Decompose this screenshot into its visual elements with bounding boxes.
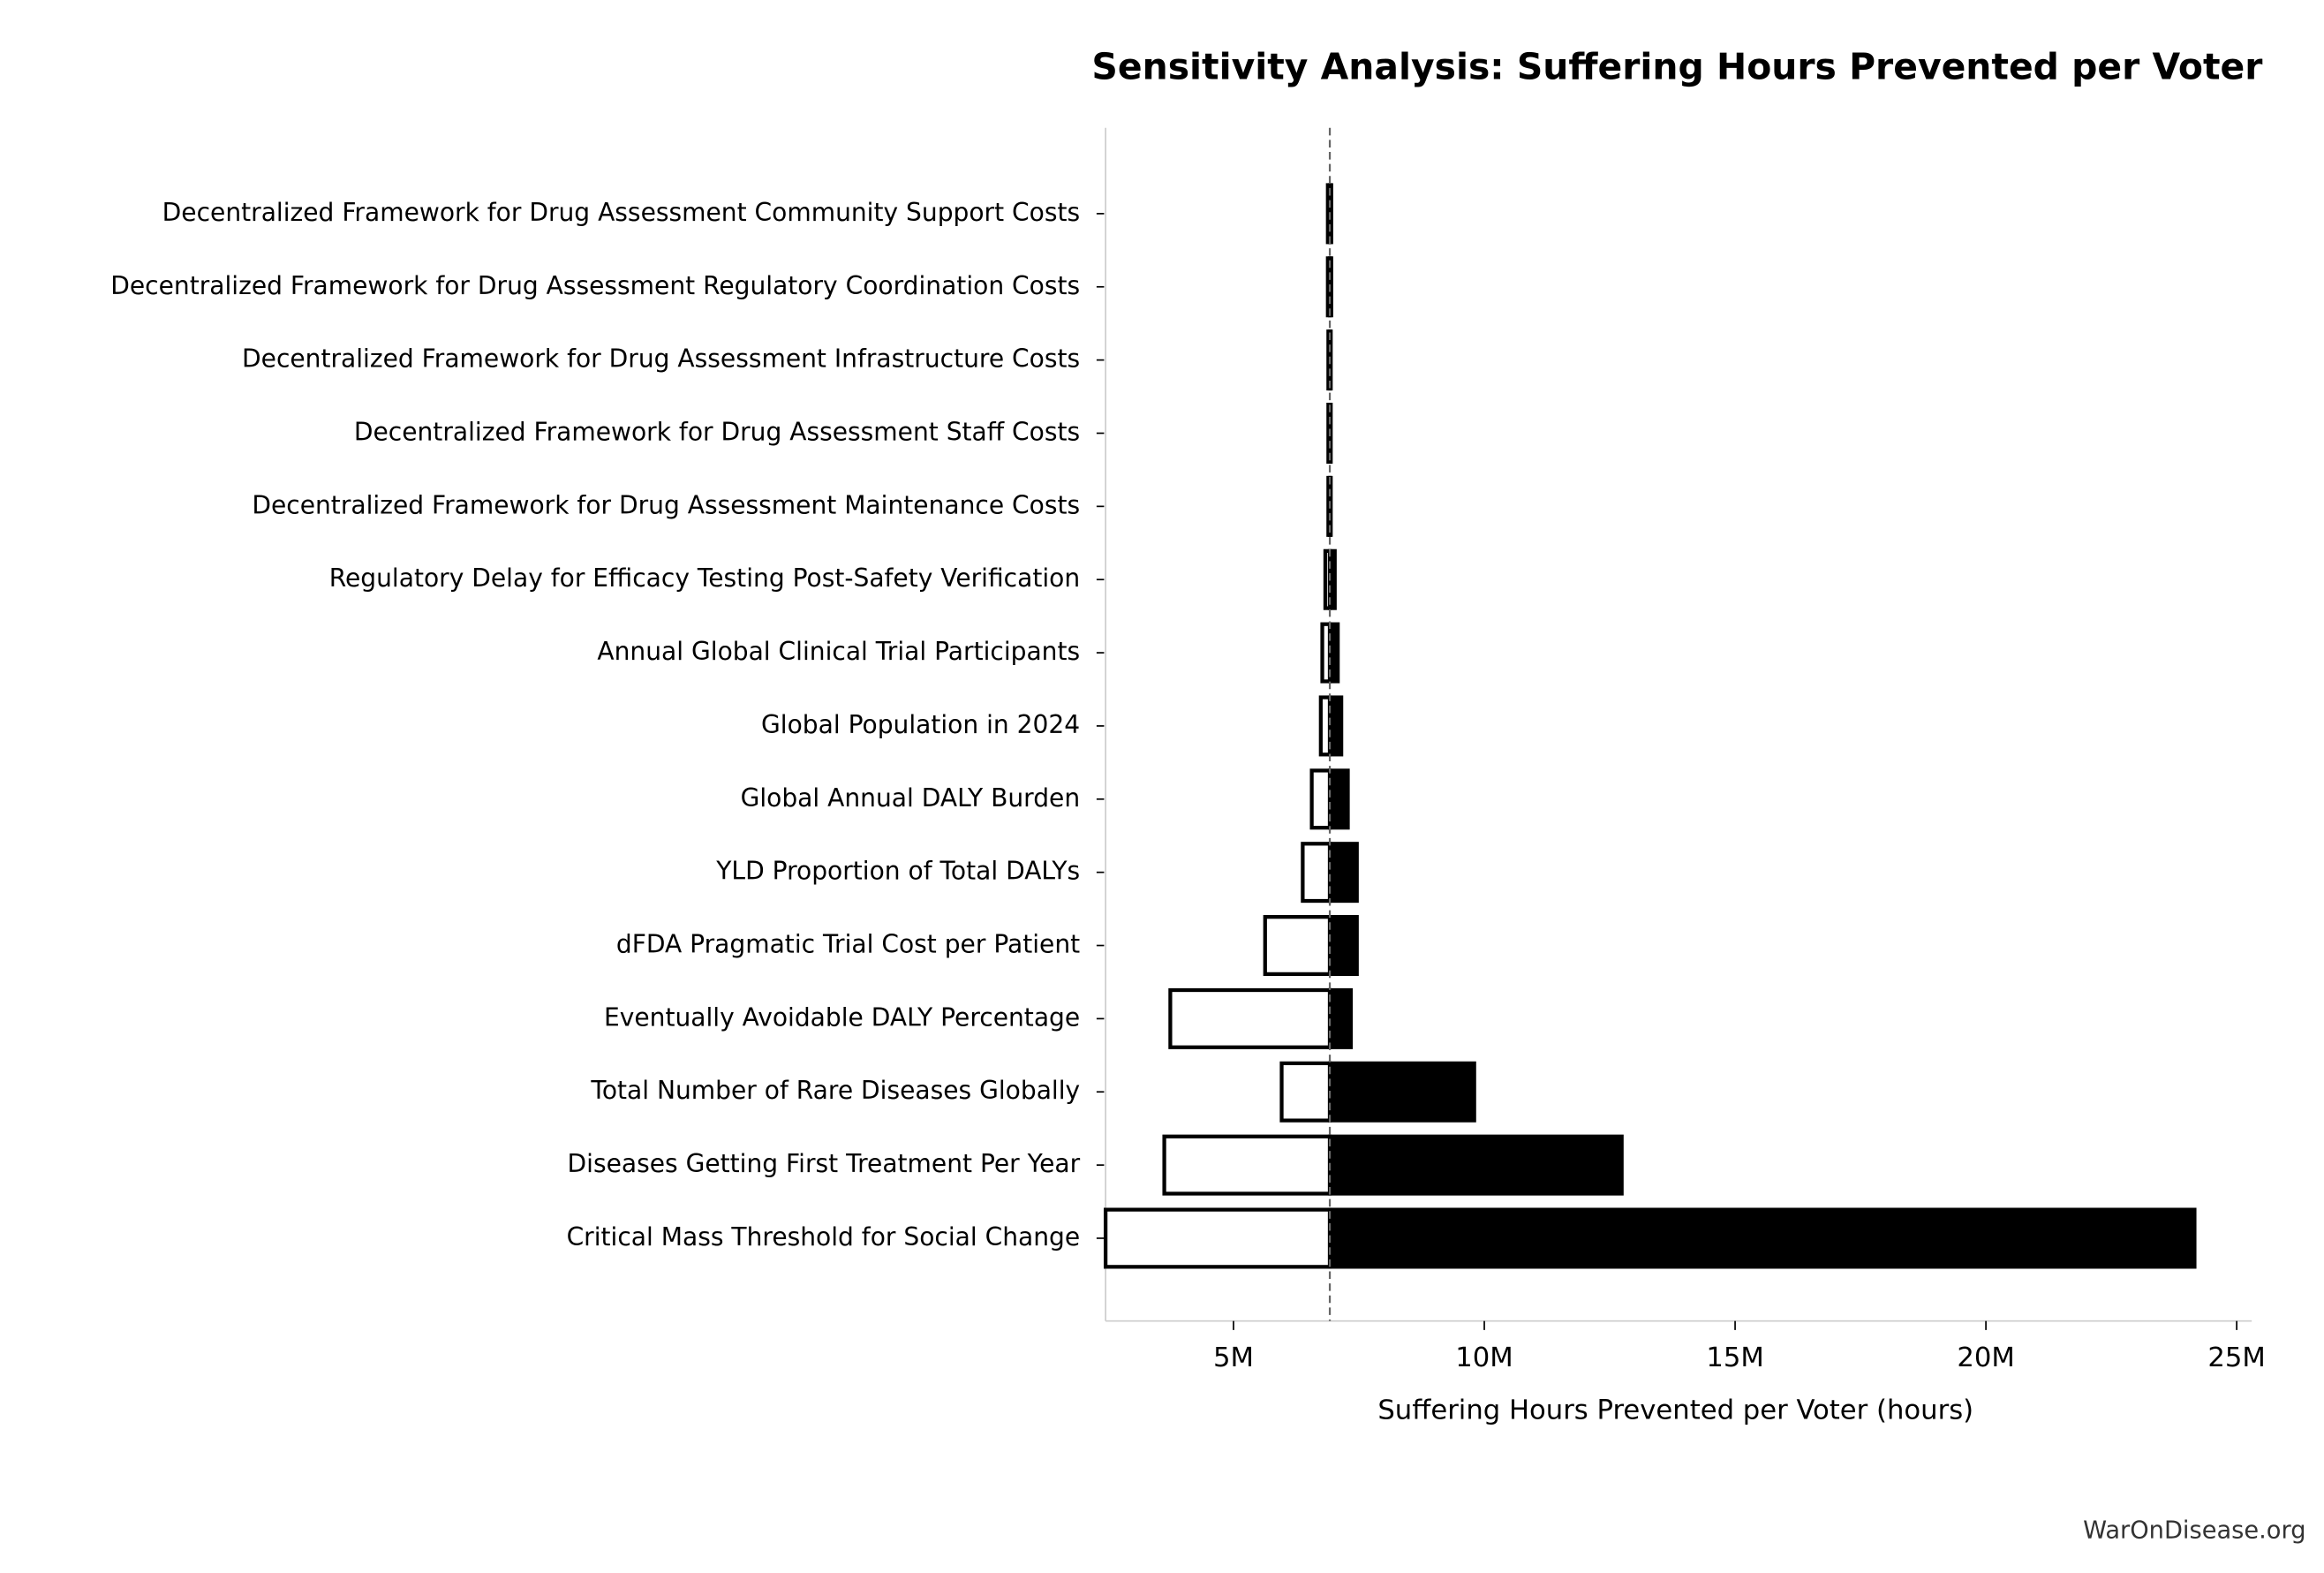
y-tick-label: Global Annual DALY Burden <box>741 783 1081 813</box>
high-bar <box>1327 1134 1624 1196</box>
y-tick-label: Decentralized Framework for Drug Assessm… <box>354 417 1080 446</box>
low-bar <box>1309 768 1332 830</box>
high-bar <box>1327 695 1344 757</box>
y-tick-label: Decentralized Framework for Drug Assessm… <box>110 271 1080 300</box>
high-bar <box>1327 1207 2197 1269</box>
high-bar <box>1327 622 1340 684</box>
y-tick-label: Critical Mass Threshold for Social Chang… <box>567 1222 1081 1252</box>
x-axis-label: Suffering Hours Prevented per Voter (hou… <box>1377 1395 1973 1426</box>
y-tick-label: Regulatory Delay for Efficacy Testing Po… <box>329 563 1080 593</box>
x-tick-label: 5M <box>1213 1342 1254 1373</box>
low-bar <box>1301 842 1332 904</box>
y-tick-label: Decentralized Framework for Drug Assessm… <box>162 198 1080 227</box>
high-bar <box>1327 842 1359 904</box>
y-tick-label: YLD Proportion of Total DALYs <box>715 857 1080 886</box>
y-tick-label: Decentralized Framework for Drug Assessm… <box>252 490 1080 519</box>
high-bar <box>1327 1061 1476 1123</box>
chart-title: Sensitivity Analysis: Suffering Hours Pr… <box>1091 45 2263 87</box>
y-tick-label: Decentralized Framework for Drug Assessm… <box>242 344 1080 374</box>
y-tick-label: Annual Global Clinical Trial Participant… <box>597 637 1080 666</box>
low-bar <box>1103 1207 1332 1269</box>
x-tick-label: 20M <box>1957 1342 2014 1373</box>
high-bar <box>1327 768 1350 830</box>
high-bar <box>1327 987 1354 1049</box>
low-bar <box>1263 915 1332 977</box>
y-tick-label: Total Number of Rare Diseases Globally <box>590 1076 1080 1105</box>
y-tick-label: Diseases Getting First Treatment Per Yea… <box>568 1149 1081 1178</box>
x-tick-label: 15M <box>1706 1342 1763 1373</box>
low-bar <box>1279 1061 1332 1123</box>
low-bar <box>1162 1134 1332 1196</box>
x-tick-label: 10M <box>1455 1342 1513 1373</box>
y-tick-label: dFDA Pragmatic Trial Cost per Patient <box>616 930 1080 959</box>
y-tick-label: Eventually Avoidable DALY Percentage <box>604 1002 1080 1032</box>
footer: WarOnDisease.org <box>2083 1517 2305 1545</box>
low-bar <box>1168 987 1332 1049</box>
x-tick-label: 25M <box>2207 1342 2265 1373</box>
high-bar <box>1327 915 1359 977</box>
y-tick-label: Global Population in 2024 <box>761 710 1080 739</box>
